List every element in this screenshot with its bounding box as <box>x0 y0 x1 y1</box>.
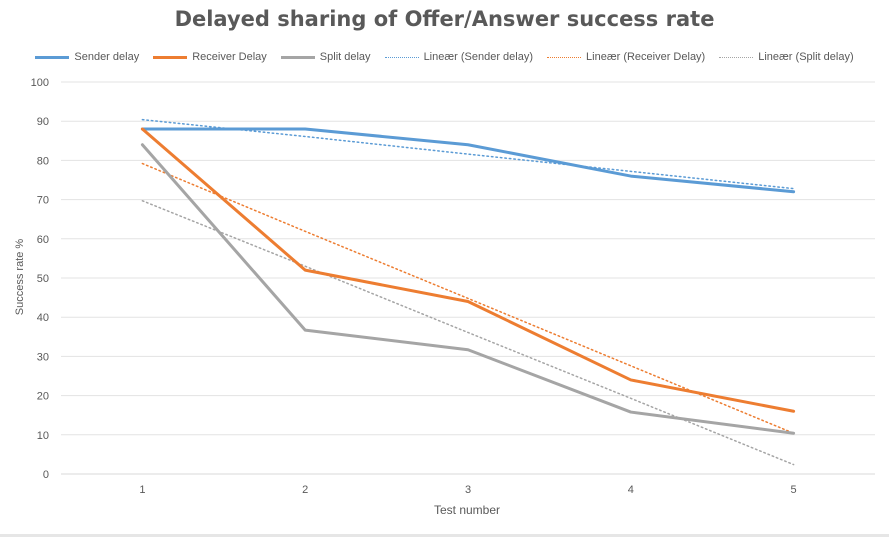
legend-item-sender-delay: Sender delay <box>35 48 139 66</box>
y-tick-label: 30 <box>37 351 49 363</box>
series-line-sender-delay <box>140 127 796 194</box>
x-tick-label: 3 <box>465 484 471 496</box>
legend-label-trend-receiver: Lineær (Receiver Delay) <box>586 51 706 63</box>
y-tick-label: 10 <box>37 430 49 442</box>
y-tick-label: 40 <box>37 312 49 324</box>
legend-label-trend-sender: Lineær (Sender delay) <box>423 51 534 63</box>
chart-legend: Sender delay Receiver Delay Split delay … <box>0 48 889 66</box>
trendline-line-r-receiver-delay <box>141 162 795 434</box>
series-line-receiver-delay <box>140 127 796 413</box>
legend-swatch-trend-split <box>719 56 754 58</box>
legend-swatch-trend-receiver <box>547 56 582 58</box>
legend-swatch-sender-delay <box>35 55 70 59</box>
legend-label-split-delay: Split delay <box>319 51 371 63</box>
trendline-line-r-sender-delay <box>141 118 795 190</box>
legend-label-trend-split: Lineær (Split delay) <box>758 51 854 63</box>
series-line-split-delay <box>140 143 796 435</box>
y-tick-label: 90 <box>37 116 49 128</box>
y-tick-label: 50 <box>37 273 49 285</box>
y-tick-label: 80 <box>37 155 49 167</box>
legend-swatch-trend-sender <box>384 56 419 58</box>
legend-item-trend-split: Lineær (Split delay) <box>719 48 854 66</box>
bottom-border <box>0 534 889 537</box>
legend-item-trend-sender: Lineær (Sender delay) <box>384 48 534 66</box>
legend-item-split-delay: Split delay <box>280 48 371 66</box>
legend-label-sender-delay: Sender delay <box>74 51 140 63</box>
x-tick-label: 1 <box>139 484 145 496</box>
legend-item-trend-receiver: Lineær (Receiver Delay) <box>547 48 705 66</box>
x-tick-label: 4 <box>628 484 634 496</box>
y-axis-title: Success rate % <box>14 239 26 316</box>
x-tick-label: 2 <box>302 484 308 496</box>
trendline-line-r-split-delay <box>141 200 795 466</box>
gridlines <box>61 81 875 475</box>
x-tick-label: 5 <box>791 484 797 496</box>
y-tick-label: 100 <box>31 77 49 89</box>
y-axis-ticks: 0 10 20 30 40 50 60 70 80 90 100 <box>31 77 49 481</box>
legend-swatch-receiver-delay <box>153 55 188 59</box>
trendlines <box>141 118 795 466</box>
legend-item-receiver-delay: Receiver Delay <box>153 48 267 66</box>
series-lines <box>140 127 796 435</box>
chart-title: Delayed sharing of Offer/Answer success … <box>174 7 715 31</box>
legend-label-receiver-delay: Receiver Delay <box>192 51 267 63</box>
y-tick-label: 60 <box>37 234 49 246</box>
y-tick-label: 0 <box>43 469 49 481</box>
y-tick-label: 20 <box>37 391 49 403</box>
x-axis-title: Test number <box>434 503 500 517</box>
legend-swatch-split-delay <box>280 55 315 59</box>
y-tick-label: 70 <box>37 195 49 207</box>
x-axis-ticks: 1 2 3 4 5 <box>139 484 796 496</box>
